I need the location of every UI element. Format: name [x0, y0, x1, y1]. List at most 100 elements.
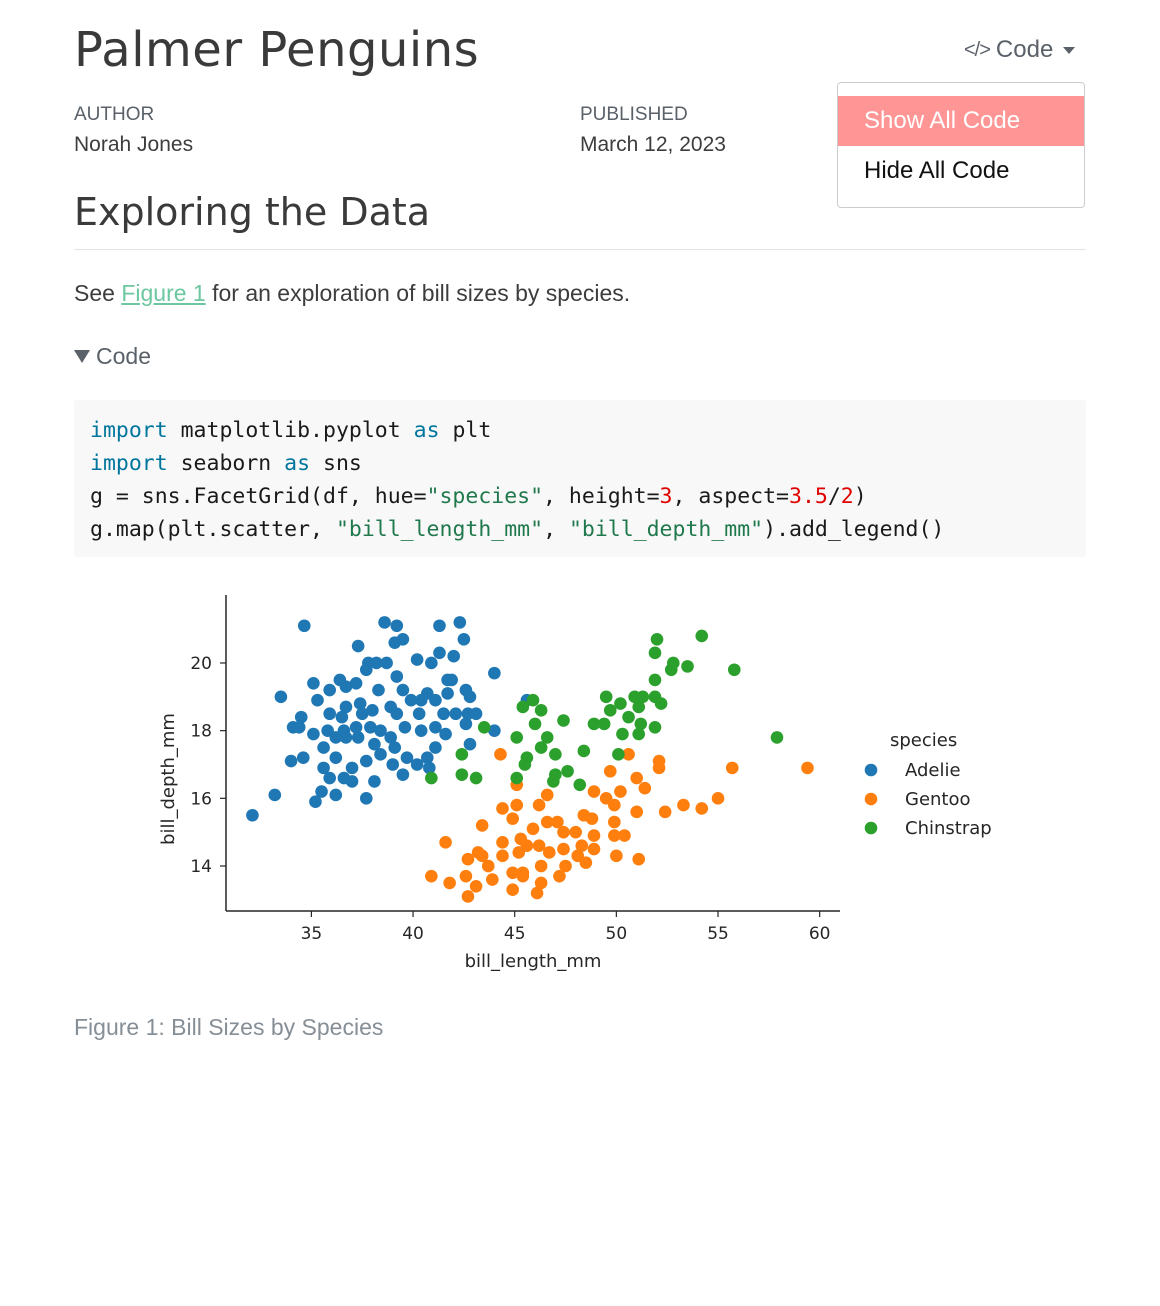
data-point-gentoo	[486, 873, 499, 886]
data-point-chinstrap	[577, 744, 591, 758]
data-point-adelie	[439, 727, 452, 741]
code-line: import matplotlib.pyplot as plt	[90, 414, 1070, 447]
data-point-adelie	[307, 727, 320, 741]
data-point-chinstrap	[534, 704, 548, 717]
data-point-chinstrap	[549, 748, 562, 761]
data-point-adelie	[351, 731, 365, 744]
data-point-adelie	[429, 693, 442, 707]
code-token: , height=	[543, 484, 660, 509]
data-point-gentoo	[725, 761, 739, 775]
data-point-adelie	[274, 690, 288, 704]
code-token: import	[90, 451, 168, 476]
x-axis-label: bill_length_mm	[465, 951, 602, 972]
triangle-down-icon	[74, 350, 90, 363]
data-point-adelie	[384, 731, 397, 744]
data-point-adelie	[433, 646, 446, 660]
show-all-code-item[interactable]: Show All Code	[838, 96, 1084, 146]
data-point-adelie	[351, 639, 365, 653]
data-point-chinstrap	[534, 741, 548, 754]
data-point-adelie	[463, 737, 477, 751]
data-point-chinstrap	[597, 717, 611, 731]
data-point-adelie	[323, 683, 336, 697]
data-point-adelie	[317, 741, 330, 754]
y-tick-label: 16	[190, 789, 212, 809]
data-point-chinstrap	[636, 690, 650, 704]
data-point-adelie	[433, 619, 446, 633]
code-token: 3.5	[789, 484, 828, 509]
code-brackets-icon: </>	[964, 38, 991, 61]
code-fold-toggle[interactable]: Code	[74, 343, 151, 370]
data-point-adelie	[311, 693, 324, 707]
data-point-gentoo	[496, 849, 509, 863]
code-line: import seaborn as sns	[90, 447, 1070, 480]
data-point-gentoo	[506, 812, 519, 825]
data-point-chinstrap	[455, 768, 469, 781]
data-point-gentoo	[551, 815, 564, 829]
author-label: AUTHOR	[74, 104, 155, 125]
code-token: "bill_depth_mm"	[568, 517, 764, 542]
data-point-adelie	[457, 632, 471, 646]
data-point-gentoo	[496, 802, 509, 815]
data-point-adelie	[378, 616, 391, 629]
data-point-adelie	[441, 687, 454, 700]
data-point-adelie	[412, 707, 426, 721]
data-point-adelie	[309, 795, 322, 809]
y-tick-label: 14	[190, 857, 212, 877]
data-point-chinstrap	[561, 764, 574, 778]
y-axis-label: bill_depth_mm	[158, 713, 179, 845]
data-point-adelie	[329, 751, 343, 765]
data-point-chinstrap	[654, 697, 668, 710]
code-tools-button[interactable]: </> Code	[964, 36, 1076, 64]
code-token: import	[90, 418, 168, 443]
data-point-adelie	[425, 656, 438, 670]
paragraph: See Figure 1 for an exploration of bill …	[74, 280, 630, 307]
data-point-gentoo	[461, 852, 475, 866]
data-point-adelie	[355, 707, 369, 721]
legend-title: species	[890, 730, 957, 751]
data-point-adelie	[317, 761, 330, 775]
data-point-chinstrap	[573, 778, 587, 792]
data-point-gentoo	[618, 829, 631, 842]
code-token: as	[284, 451, 311, 476]
data-point-adelie	[374, 748, 387, 761]
data-point-adelie	[388, 636, 402, 649]
data-point-adelie	[459, 717, 473, 731]
data-point-chinstrap	[516, 700, 530, 714]
data-point-gentoo	[658, 805, 672, 819]
data-point-adelie	[437, 707, 450, 721]
data-point-chinstrap	[603, 704, 617, 717]
legend-marker-adelie	[864, 763, 878, 777]
x-tick-label: 40	[402, 924, 424, 944]
data-point-chinstrap	[681, 660, 694, 673]
code-token: , aspect=	[672, 484, 790, 509]
figure-link[interactable]: Figure 1	[121, 280, 206, 306]
data-point-chinstrap	[634, 717, 648, 731]
data-point-chinstrap	[587, 717, 601, 731]
hide-all-code-item[interactable]: Hide All Code	[864, 157, 1010, 184]
data-point-gentoo	[638, 781, 652, 795]
data-point-gentoo	[557, 842, 570, 856]
data-point-chinstrap	[477, 720, 491, 734]
data-point-adelie	[268, 788, 282, 802]
data-point-adelie	[359, 663, 373, 677]
code-token: g = sns.FacetGrid(df, hue=	[90, 484, 427, 509]
data-point-chinstrap	[455, 748, 469, 761]
x-tick-label: 45	[504, 924, 526, 944]
data-point-chinstrap	[727, 663, 741, 677]
data-point-adelie	[449, 707, 463, 721]
data-point-gentoo	[496, 836, 509, 849]
heading-divider	[74, 249, 1086, 250]
data-point-adelie	[400, 751, 414, 765]
data-point-adelie	[315, 785, 328, 798]
data-point-gentoo	[575, 839, 589, 852]
data-point-gentoo	[542, 846, 556, 859]
data-point-adelie	[329, 788, 343, 802]
data-point-adelie	[364, 720, 377, 734]
author-name: Norah Jones	[74, 133, 194, 156]
data-point-adelie	[429, 720, 442, 734]
data-point-gentoo	[711, 792, 725, 805]
data-point-chinstrap	[425, 771, 438, 785]
data-point-adelie	[292, 720, 306, 734]
data-point-chinstrap	[599, 690, 613, 704]
data-point-adelie	[429, 741, 442, 754]
